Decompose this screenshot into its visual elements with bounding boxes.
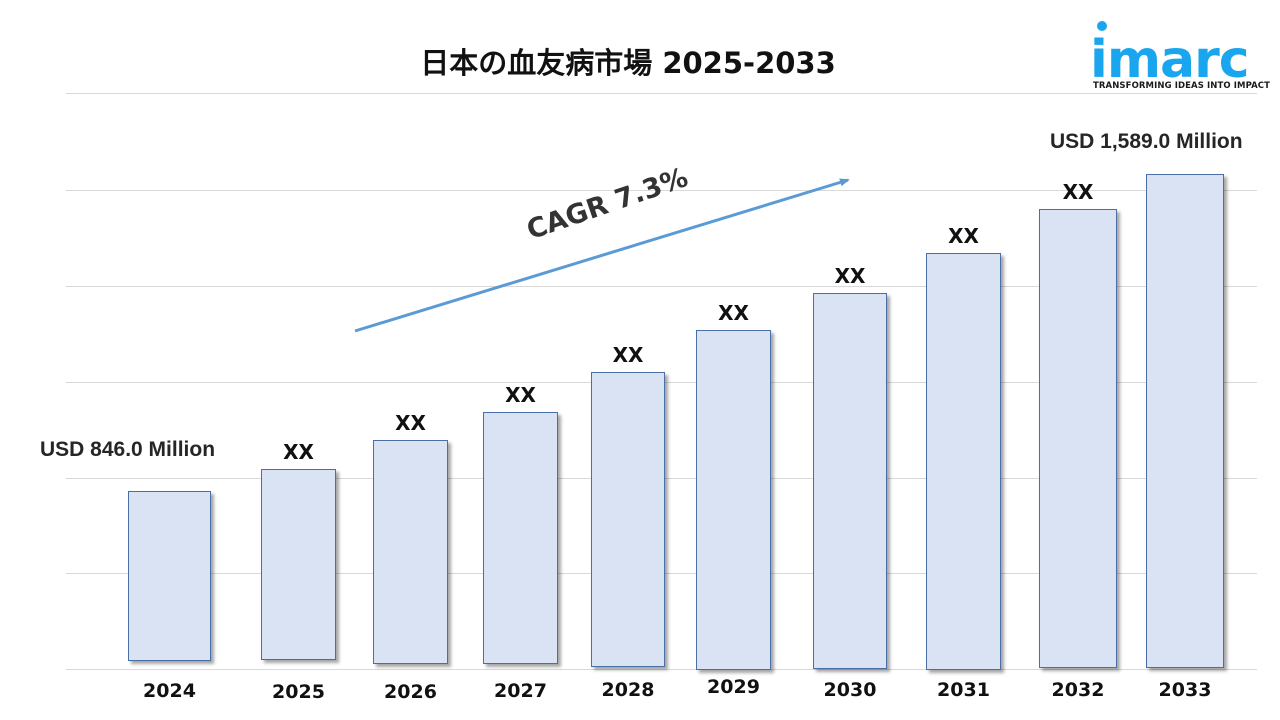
start-value-label: USD 846.0 Million [40,438,216,461]
gridline [66,286,1257,287]
x-axis-label-2029: 2029 [707,676,760,698]
imarc-logo: imarc TRANSFORMING IDEAS INTO IMPACT [1088,18,1271,98]
bar-2033 [1146,174,1224,668]
x-axis-label-2027: 2027 [494,680,547,702]
bar-2028 [591,372,665,667]
bar-2024 [128,491,211,661]
gridline [66,190,1257,191]
gridline-baseline [66,669,1257,670]
bar-2031 [926,253,1001,670]
bar-value-label: XX [505,383,536,407]
bar-2030 [813,293,887,669]
bar-value-label: XX [1062,180,1094,204]
logo-tagline: TRANSFORMING IDEAS INTO IMPACT [1093,81,1271,91]
gridline [66,93,1257,94]
x-axis-label-2033: 2033 [1158,679,1212,701]
x-axis-label-2031: 2031 [937,679,990,701]
x-axis-label-2032: 2032 [1051,679,1105,701]
bar-2032 [1039,209,1117,668]
bar-2027 [483,412,558,664]
bar-2029 [696,330,771,670]
bar-value-label: XX [395,411,426,435]
bar-value-label: XX [612,343,644,367]
logo-wordmark: imarc [1090,30,1250,90]
bar-2026 [373,440,448,664]
logo-dot-icon [1097,21,1107,31]
x-axis-label-2025: 2025 [272,681,325,703]
bar-value-label: XX [283,440,314,464]
x-axis-label-2026: 2026 [384,681,437,703]
bar-2025 [261,469,336,660]
end-value-label: USD 1,589.0 Million [1050,130,1243,153]
x-axis-label-2024: 2024 [143,680,196,702]
bar-value-label: XX [948,224,979,248]
chart-title: 日本の血友病市場 2025-2033 [420,46,836,80]
bar-value-label: XX [718,301,749,325]
bar-value-label: XX [834,264,866,288]
x-axis-label-2030: 2030 [823,679,877,701]
x-axis-label-2028: 2028 [601,679,655,701]
